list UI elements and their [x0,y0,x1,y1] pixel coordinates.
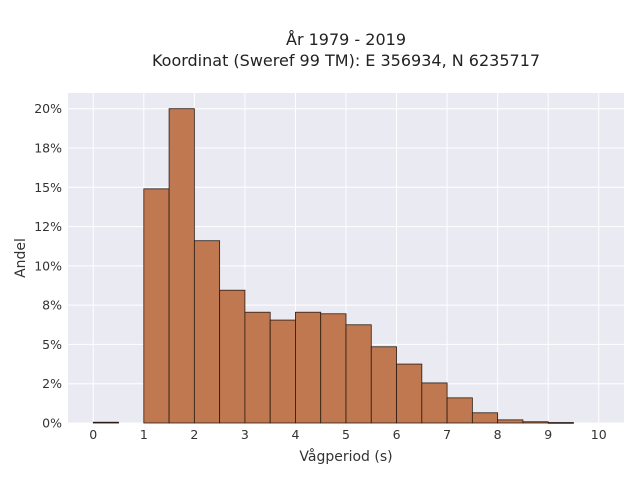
y-tick-labels: 0% 2% 5% 8% 10% 12% 15% 18% 20% [34,101,62,430]
x-tick-label: 7 [443,427,451,442]
histogram-bar [421,382,448,424]
y-tick-label: 18% [34,141,62,156]
y-axis-label: Andel [13,238,29,278]
y-tick-label: 5% [42,337,62,352]
x-tick-label: 6 [393,427,401,442]
x-tick-labels: 0 1 2 3 4 5 6 7 8 9 10 [89,427,606,442]
histogram-bar [547,422,574,424]
y-tick-label: 20% [34,101,62,116]
x-tick-label: 0 [89,427,97,442]
histogram-bar [522,421,549,424]
histogram-bar [295,311,322,424]
histogram-bar [219,289,246,424]
y-tick-label: 0% [42,416,62,431]
histogram-bar [446,397,473,424]
x-tick-label: 4 [291,427,299,442]
bars-layer [92,108,574,424]
x-tick-label: 9 [544,427,552,442]
histogram-bar [193,240,221,424]
x-tick-label: 5 [342,427,350,442]
histogram-bar [269,319,296,424]
histogram-bar [320,313,347,424]
y-tick-label: 12% [34,219,62,234]
y-tick-label: 10% [34,258,62,273]
histogram-bar [92,421,119,424]
chart-title-line1: År 1979 - 2019 [286,30,406,49]
y-tick-label: 15% [34,180,62,195]
x-tick-label: 8 [494,427,502,442]
histogram-bar [471,412,499,424]
x-axis-label: Vågperiod (s) [299,448,392,465]
y-tick-label: 2% [42,376,62,391]
histogram-bar [497,419,524,424]
x-tick-label: 10 [591,427,607,442]
x-tick-label: 1 [140,427,148,442]
x-tick-label: 3 [241,427,249,442]
histogram-bar [143,188,170,424]
x-tick-label: 2 [190,427,198,442]
histogram-bar [168,108,195,424]
histogram-bar [345,324,372,424]
histogram-bar [370,346,397,424]
histogram-bar [396,363,423,424]
histogram-bar [244,311,271,424]
y-tick-label: 8% [42,298,62,313]
chart-title-line2: Koordinat (Sweref 99 TM): E 356934, N 62… [152,51,540,70]
